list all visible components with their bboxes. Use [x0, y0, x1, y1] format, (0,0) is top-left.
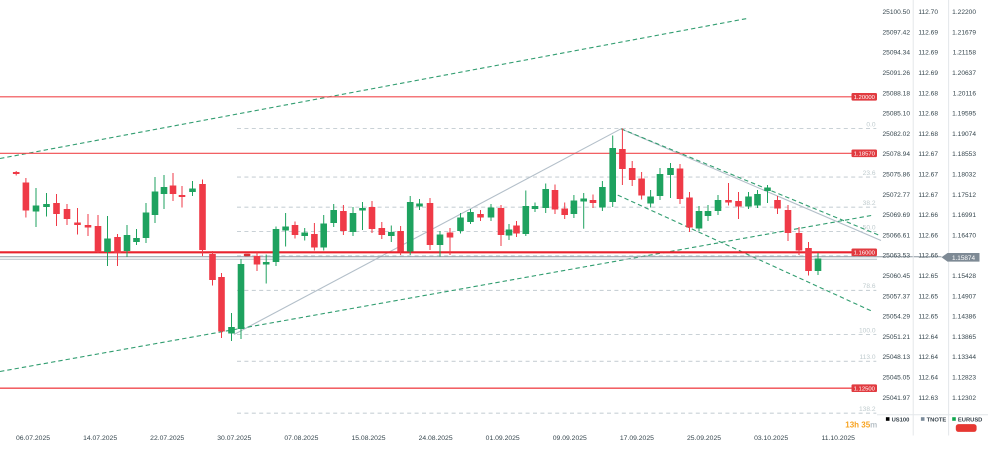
svg-text:25069.69: 25069.69	[882, 212, 910, 219]
svg-text:1.15874: 1.15874	[952, 255, 976, 262]
svg-text:1.12823: 1.12823	[952, 375, 976, 382]
svg-text:23.6: 23.6	[863, 170, 876, 177]
svg-text:100.0: 100.0	[859, 327, 876, 334]
svg-text:TNOTE: TNOTE	[927, 418, 947, 424]
svg-text:1.12302: 1.12302	[952, 395, 976, 402]
svg-text:112.66: 112.66	[918, 212, 938, 219]
svg-text:14.07.2025: 14.07.2025	[83, 435, 117, 442]
svg-text:38.2: 38.2	[863, 200, 876, 207]
svg-text:1.13865: 1.13865	[952, 334, 976, 341]
svg-text:112.67: 112.67	[918, 192, 938, 199]
svg-text:25082.02: 25082.02	[882, 131, 910, 138]
svg-text:25054.29: 25054.29	[882, 314, 910, 321]
svg-text:112.65: 112.65	[918, 273, 938, 280]
svg-text:113.0: 113.0	[859, 354, 875, 361]
svg-text:0.0: 0.0	[866, 121, 875, 128]
svg-text:25063.53: 25063.53	[882, 253, 910, 260]
svg-text:25100.50: 25100.50	[882, 9, 910, 16]
svg-text:138.2: 138.2	[859, 406, 876, 413]
svg-text:22.07.2025: 22.07.2025	[150, 435, 184, 442]
svg-text:1.19595: 1.19595	[952, 111, 976, 118]
svg-text:25.09.2025: 25.09.2025	[687, 435, 721, 442]
svg-text:1.17512: 1.17512	[952, 192, 976, 199]
svg-text:25094.34: 25094.34	[882, 50, 910, 57]
svg-text:1.21679: 1.21679	[952, 29, 976, 36]
svg-text:01.09.2025: 01.09.2025	[486, 435, 520, 442]
svg-text:112.68: 112.68	[918, 131, 938, 138]
svg-text:112.68: 112.68	[918, 90, 938, 97]
svg-text:112.69: 112.69	[918, 29, 938, 36]
svg-text:1.20637: 1.20637	[952, 70, 976, 77]
svg-text:EURUSD: EURUSD	[958, 418, 982, 424]
svg-text:1.19074: 1.19074	[952, 131, 976, 138]
svg-text:25097.42: 25097.42	[882, 29, 910, 36]
svg-text:50.0: 50.0	[863, 224, 876, 231]
svg-text:1.18032: 1.18032	[952, 172, 976, 179]
svg-text:15.08.2025: 15.08.2025	[351, 435, 385, 442]
svg-text:1.20000: 1.20000	[854, 95, 876, 101]
svg-text:03.10.2025: 03.10.2025	[754, 435, 788, 442]
svg-text:US100: US100	[892, 418, 910, 424]
svg-text:1.16000: 1.16000	[854, 251, 876, 257]
svg-text:25041.97: 25041.97	[882, 395, 910, 402]
svg-text:25085.10: 25085.10	[882, 111, 910, 118]
svg-text:112.69: 112.69	[918, 70, 938, 77]
svg-text:30.07.2025: 30.07.2025	[217, 435, 251, 442]
svg-text:25088.18: 25088.18	[882, 90, 910, 97]
svg-text:78.6: 78.6	[863, 283, 876, 290]
svg-text:112.65: 112.65	[918, 293, 938, 300]
svg-text:112.65: 112.65	[918, 314, 938, 321]
svg-text:112.64: 112.64	[918, 334, 938, 341]
svg-text:1.14907: 1.14907	[952, 293, 976, 300]
svg-text:1.20116: 1.20116	[953, 90, 977, 97]
svg-text:1.13344: 1.13344	[952, 354, 976, 361]
svg-text:25057.37: 25057.37	[882, 293, 910, 300]
svg-text:25078.94: 25078.94	[882, 151, 910, 158]
svg-text:13h 35m: 13h 35m	[845, 421, 877, 430]
svg-text:112.66: 112.66	[918, 253, 938, 260]
svg-text:112.64: 112.64	[918, 354, 938, 361]
svg-text:1.18553: 1.18553	[952, 151, 976, 158]
svg-text:25051.21: 25051.21	[882, 334, 910, 341]
svg-text:1.15428: 1.15428	[952, 273, 976, 280]
svg-text:112.66: 112.66	[918, 232, 938, 239]
svg-text:11.10.2025: 11.10.2025	[821, 435, 855, 442]
svg-text:1.12500: 1.12500	[854, 386, 876, 392]
svg-text:1.21158: 1.21158	[953, 50, 977, 57]
svg-text:112.69: 112.69	[918, 50, 938, 57]
svg-text:06.07.2025: 06.07.2025	[16, 435, 50, 442]
svg-text:07.08.2025: 07.08.2025	[284, 435, 318, 442]
svg-text:1.16470: 1.16470	[952, 232, 976, 239]
svg-text:09.09.2025: 09.09.2025	[553, 435, 587, 442]
svg-text:1.16991: 1.16991	[952, 212, 976, 219]
svg-text:17.09.2025: 17.09.2025	[620, 435, 654, 442]
svg-text:112.63: 112.63	[918, 395, 938, 402]
svg-text:112.67: 112.67	[918, 172, 938, 179]
svg-text:1.18570: 1.18570	[854, 152, 876, 158]
svg-text:25072.77: 25072.77	[882, 192, 910, 199]
svg-text:25045.05: 25045.05	[882, 375, 910, 382]
svg-text:112.70: 112.70	[918, 9, 938, 16]
svg-text:112.68: 112.68	[918, 111, 938, 118]
svg-text:1.22200: 1.22200	[952, 9, 976, 16]
svg-text:25048.13: 25048.13	[882, 354, 910, 361]
svg-text:25060.45: 25060.45	[882, 273, 910, 280]
svg-text:112.64: 112.64	[918, 375, 938, 382]
svg-text:25091.26: 25091.26	[882, 70, 910, 77]
svg-text:112.67: 112.67	[918, 151, 938, 158]
svg-text:24.08.2025: 24.08.2025	[419, 435, 453, 442]
svg-text:25066.61: 25066.61	[882, 232, 910, 239]
svg-text:25075.86: 25075.86	[882, 172, 910, 179]
svg-text:1.14386: 1.14386	[952, 314, 976, 321]
